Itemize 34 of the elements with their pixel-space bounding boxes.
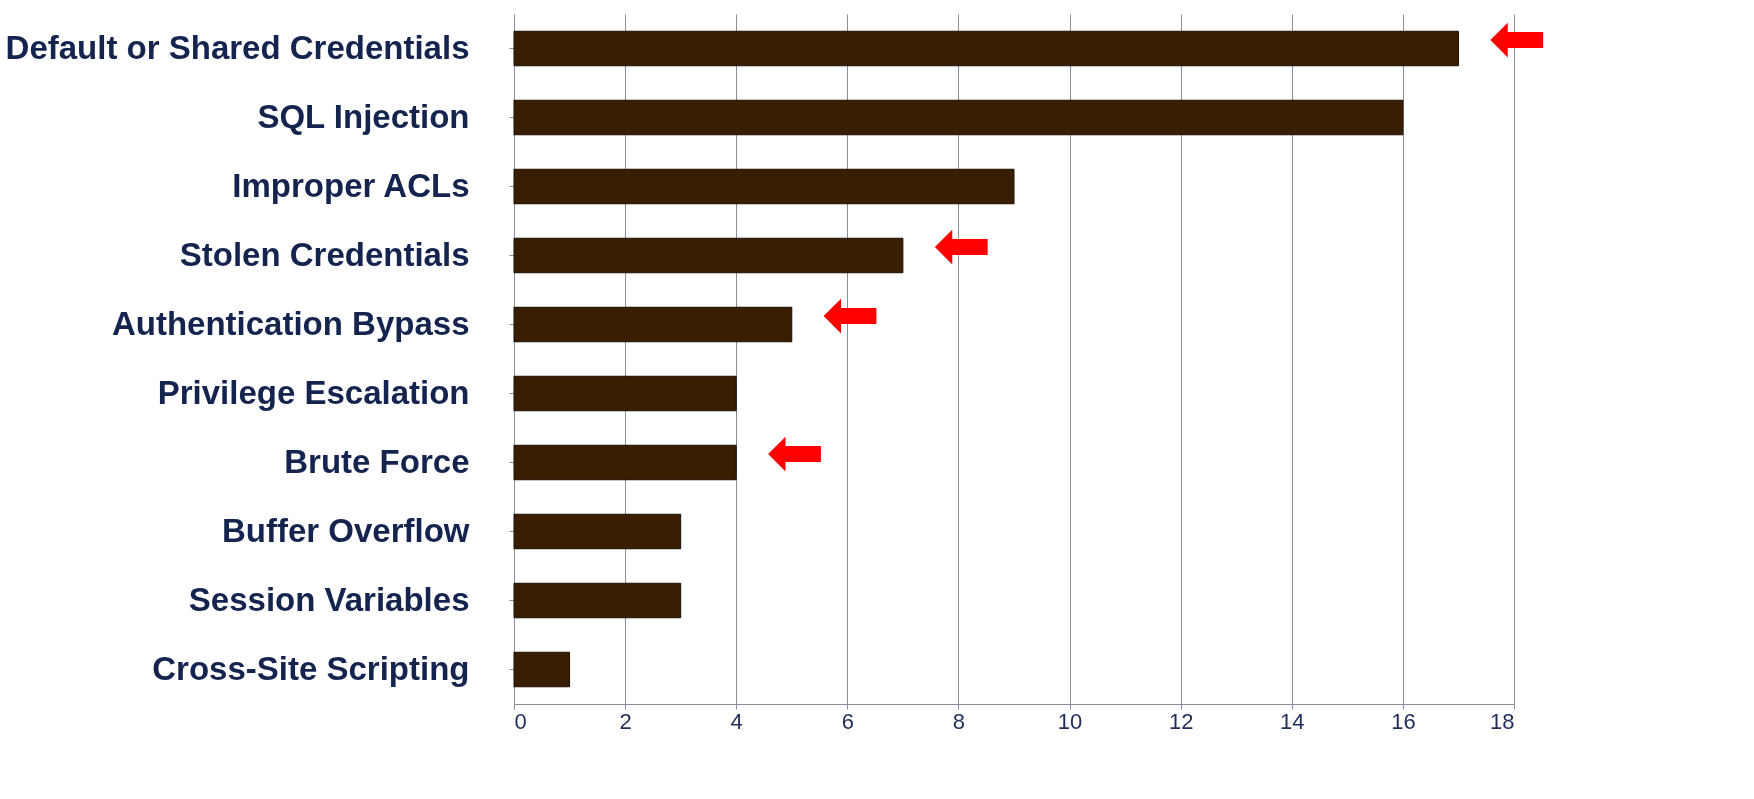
x-tick-label: 18 — [1490, 708, 1515, 734]
x-tick-label: 12 — [1168, 708, 1194, 734]
x-tick-label: 14 — [1280, 708, 1305, 734]
y-tick-label: Improper ACLs — [232, 166, 470, 204]
y-tick-label: Buffer Overflow — [221, 511, 470, 549]
annotation: ⬅ — [766, 410, 825, 493]
bar — [513, 513, 682, 550]
bar — [513, 582, 682, 619]
bar — [513, 444, 737, 481]
bar — [513, 99, 1404, 136]
y-tick-label: SQL Injection — [257, 97, 470, 135]
annotation: ⬅ — [821, 272, 881, 355]
y-tick-label: Cross-Site Scripting — [152, 649, 470, 687]
bar — [513, 306, 793, 343]
y-tick-label: Session Variables — [188, 580, 470, 618]
y-tick-label: Authentication Bypass — [111, 304, 470, 342]
x-tick-label: 8 — [952, 708, 966, 734]
annotation: ⬅ — [932, 203, 992, 286]
bar — [513, 375, 737, 412]
x-tick-label: 4 — [730, 708, 743, 734]
bar — [513, 30, 1459, 67]
x-tick-label: 6 — [841, 708, 854, 734]
x-tick-label: 2 — [619, 708, 632, 734]
annotation: ⬅ — [1488, 0, 1548, 79]
y-tick-label: Default or Shared Credentials — [5, 28, 470, 66]
bar — [513, 651, 571, 688]
y-tick-label: Stolen Credentials — [179, 235, 470, 273]
y-tick-label: Brute Force — [284, 442, 470, 480]
x-tick-label: 0 — [514, 708, 527, 734]
x-tick-label: 16 — [1391, 708, 1416, 734]
bar — [513, 237, 904, 274]
bar — [513, 168, 1015, 205]
x-tick-label: 10 — [1057, 708, 1083, 734]
y-tick-label: Privilege Escalation — [157, 373, 470, 411]
